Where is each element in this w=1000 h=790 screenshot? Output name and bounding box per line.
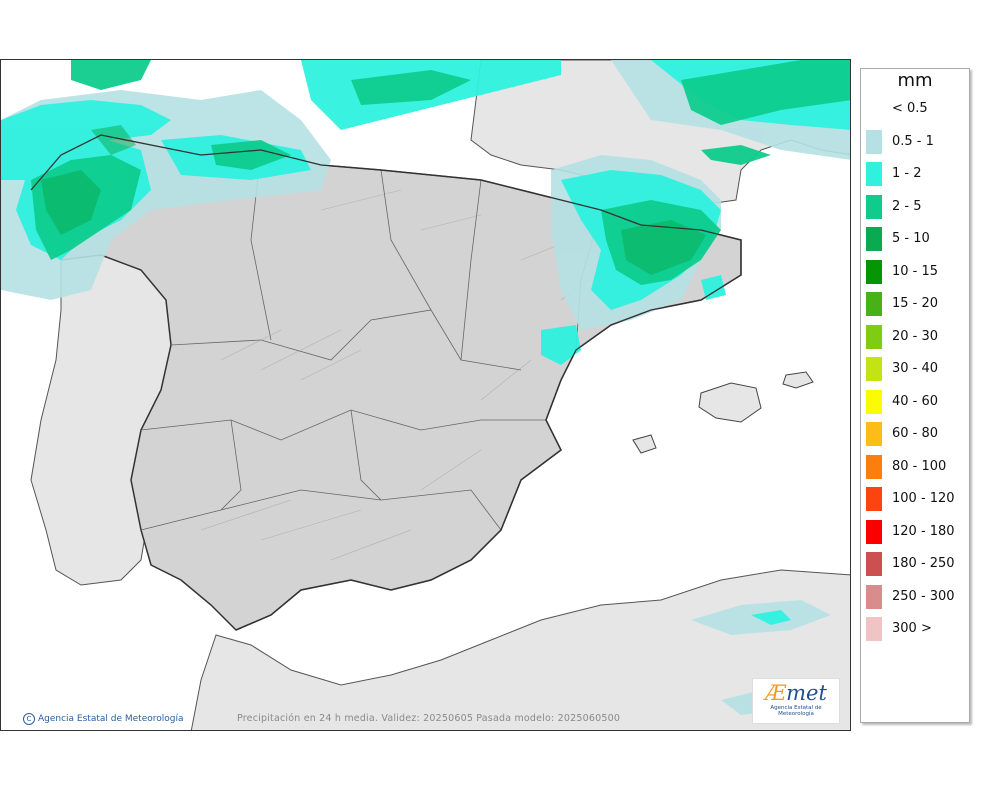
legend-swatch [866,162,882,186]
legend-item: 10 - 15 [864,259,968,284]
aemet-logo[interactable]: Æmet Agencia Estatal de Meteorología [752,678,840,724]
legend-swatch [866,487,882,511]
legend-label: 1 - 2 [892,166,922,181]
legend-swatch [866,552,882,576]
copyright-icon: C [23,713,35,725]
legend-label: 20 - 30 [892,328,939,344]
legend-item: 0.5 - 1 [864,129,968,154]
legend-label: 40 - 60 [892,393,939,409]
legend-swatch [866,324,882,349]
logo-subtitle: Agencia Estatal de Meteorología [770,705,822,717]
logo-brand-rest: met [786,681,827,705]
legend-label: 80 - 100 [892,458,947,474]
legend-item: < 0.5 [864,97,968,121]
legend-item: 300 > [864,617,968,641]
legend-swatch [866,389,882,414]
map-canvas [1,60,850,730]
legend-swatch [866,259,882,284]
legend-swatch [866,194,882,219]
africa-land [190,569,850,730]
legend-item: 20 - 30 [864,324,968,349]
menorca [782,371,814,389]
legend-swatch [866,617,882,641]
legend-label: 30 - 40 [892,361,939,376]
legend-label: 15 - 20 [892,296,939,311]
legend-label: 100 - 120 [892,491,955,506]
coastline [30,134,742,631]
mallorca [698,382,762,423]
legend-label: < 0.5 [892,101,928,116]
legend-swatch [866,454,882,479]
legend-label: 120 - 180 [892,523,955,539]
legend-item: 2 - 5 [864,194,968,219]
legend-swatch [866,97,882,121]
legend-swatch [866,357,882,381]
legend-item: 30 - 40 [864,357,968,381]
legend-label: 300 > [892,621,932,636]
legend-item: 60 - 80 [864,422,968,446]
legend-label: 180 - 250 [892,556,955,571]
logo-brand-a: Æ [765,681,787,705]
legend-swatch [866,129,882,154]
legend-item: 1 - 2 [864,162,968,186]
legend-item: 250 - 300 [864,584,968,609]
legend-swatch [866,584,882,609]
legend-label: 60 - 80 [892,426,939,441]
legend-item: 180 - 250 [864,552,968,576]
precip-5-10 [41,125,706,275]
precipitation-map[interactable]: C Agencia Estatal de Meteorología Precipi… [0,59,851,731]
legend-swatch [866,519,882,544]
legend-item: 15 - 20 [864,292,968,316]
legend-item: 40 - 60 [864,389,968,414]
legend-item: 5 - 10 [864,227,968,251]
legend-label: 250 - 300 [892,588,955,604]
legend-label: 2 - 5 [892,198,922,214]
legend-item: 120 - 180 [864,519,968,544]
legend-swatch [866,292,882,316]
agency-credit[interactable]: C Agencia Estatal de Meteorología [23,713,184,725]
legend-swatch [866,422,882,446]
legend-unit: mm [897,70,933,91]
legend-item: 100 - 120 [864,487,968,511]
legend-label: 0.5 - 1 [892,133,934,149]
map-caption: Precipitación en 24 h media. Validez: 20… [237,713,621,724]
precipitation-legend: mm < 0.5 0.5 - 1 1 - 2 2 - 5 5 - 10 10 - 15 15… [860,68,970,723]
legend-swatch [866,227,882,251]
ibiza [632,434,657,454]
agency-credit-text: Agencia Estatal de Meteorología [38,714,184,724]
legend-label: 10 - 15 [892,263,939,279]
legend-item: 80 - 100 [864,454,968,479]
legend-label: 5 - 10 [892,231,930,246]
